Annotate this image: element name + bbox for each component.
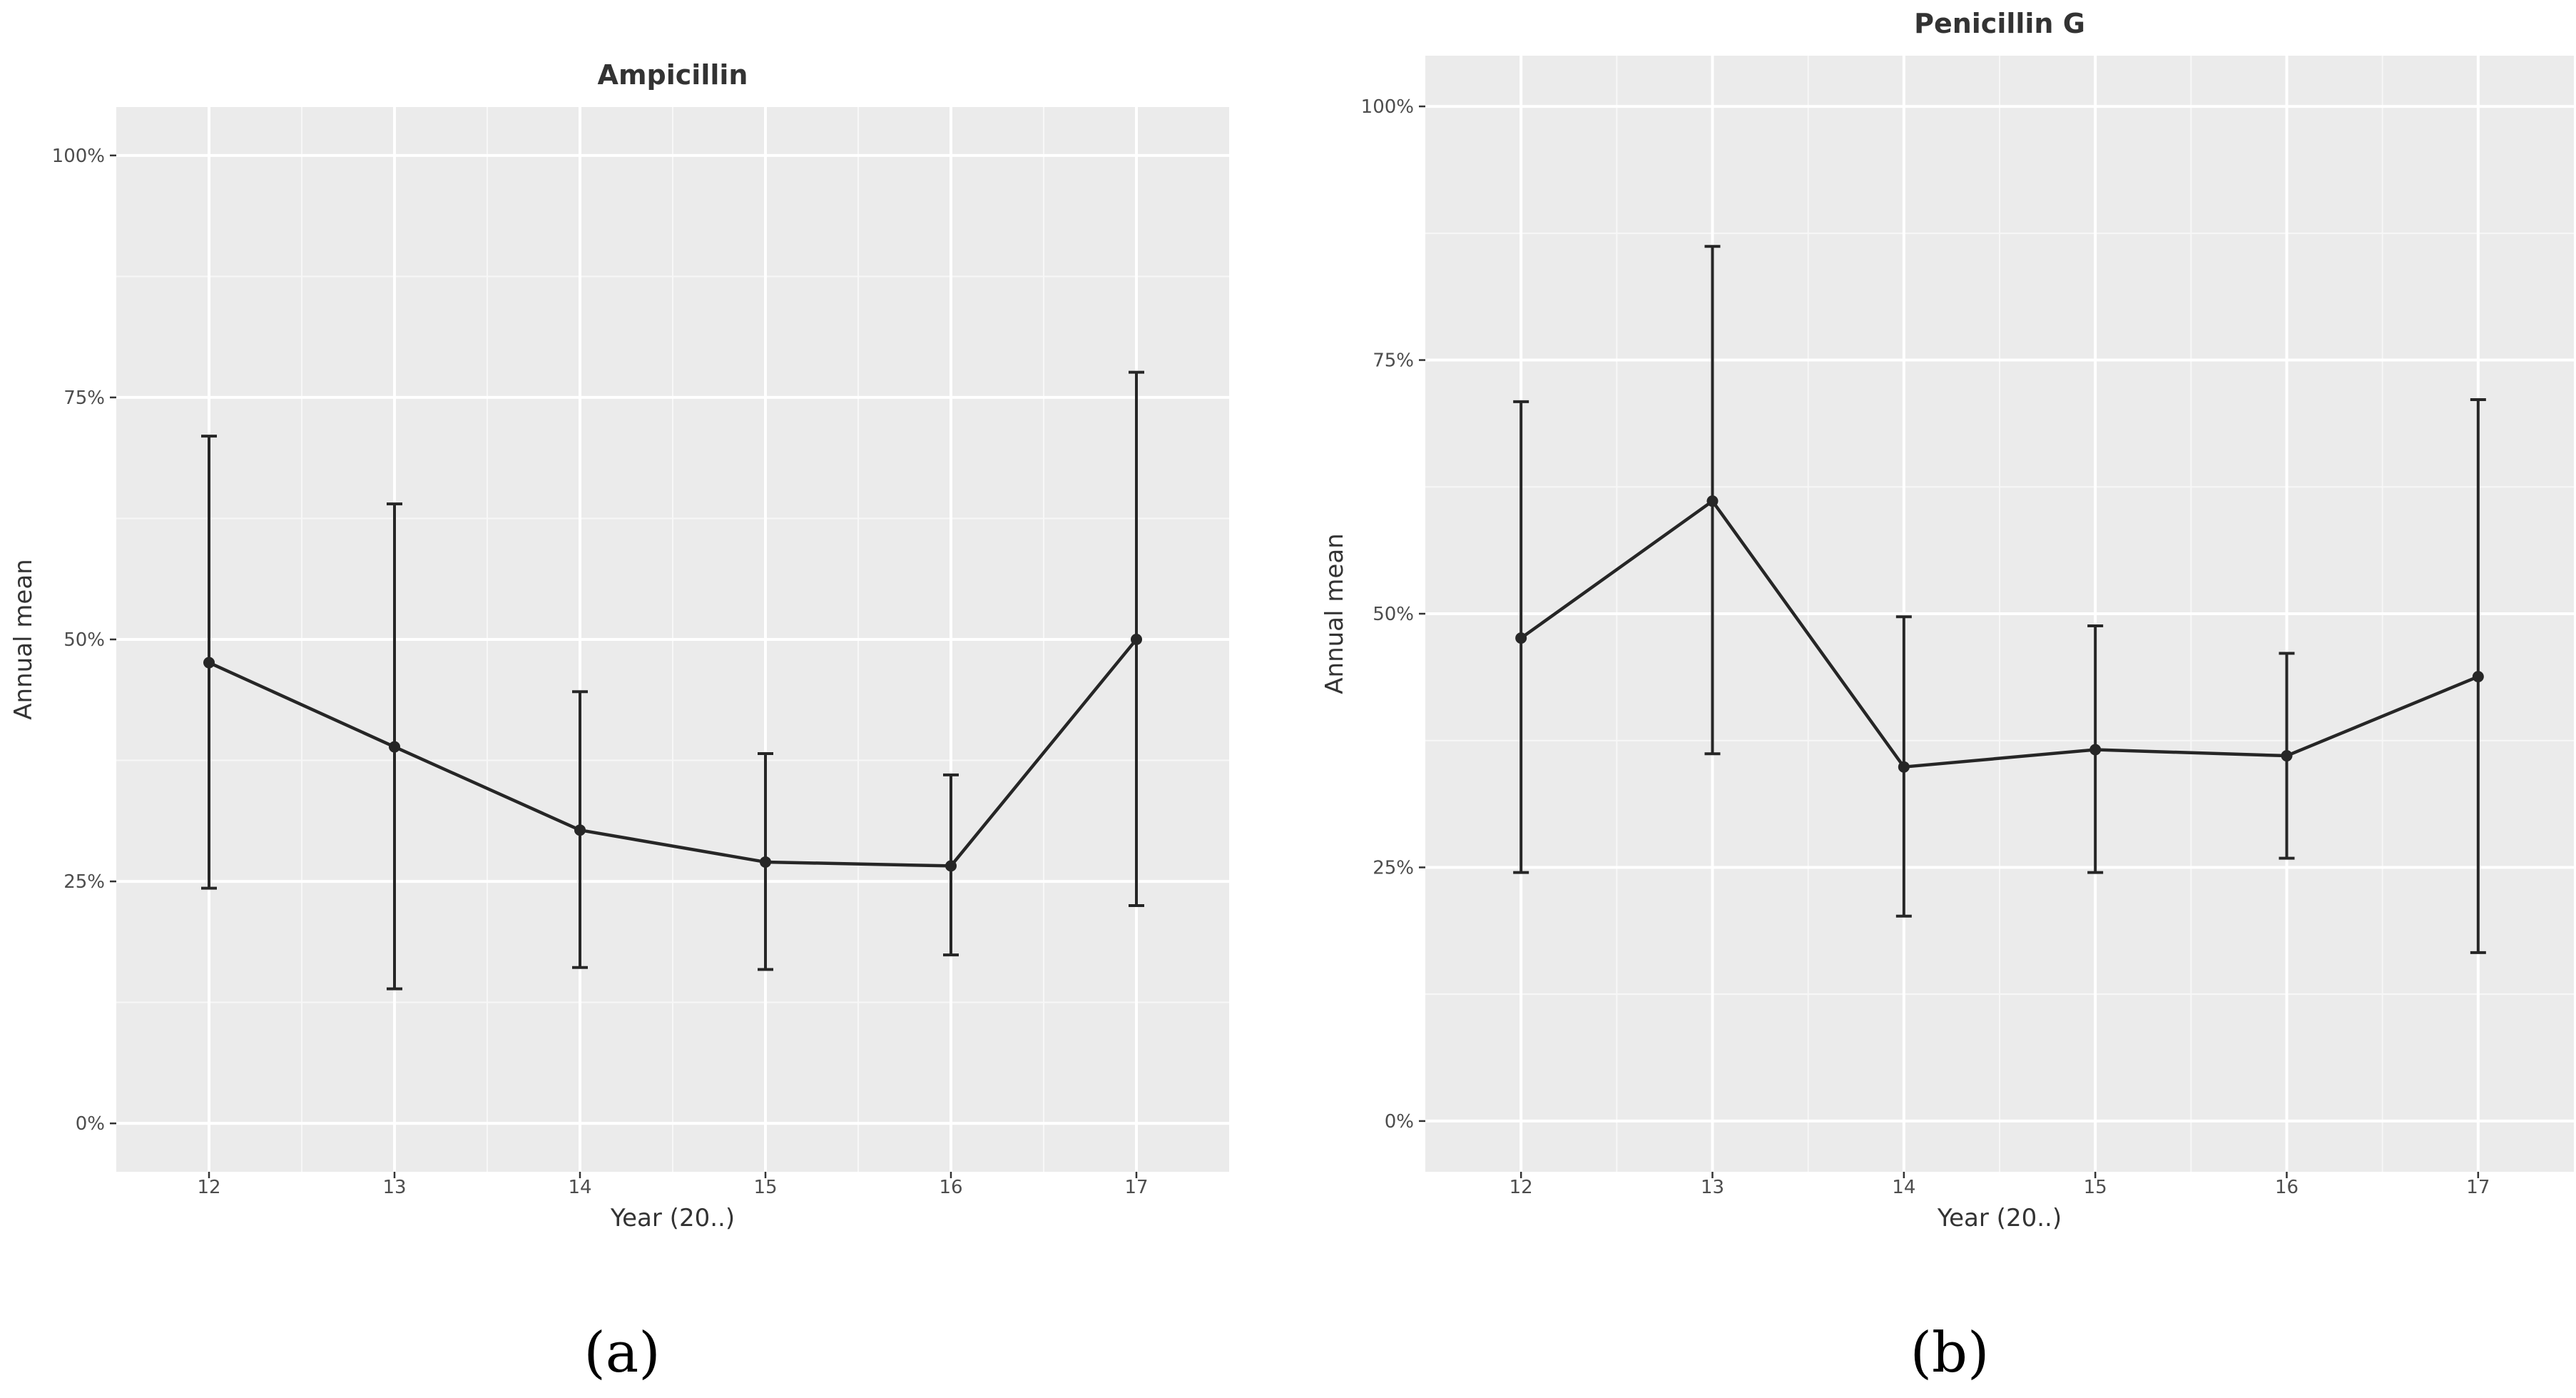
data-point bbox=[2472, 671, 2484, 683]
x-tick-label: 12 bbox=[197, 1177, 220, 1198]
x-tick-label: 14 bbox=[568, 1177, 591, 1198]
chart-title: Penicillin G bbox=[1914, 8, 2085, 39]
y-tick-label: 25% bbox=[63, 871, 105, 893]
data-point bbox=[2281, 750, 2293, 762]
y-tick-label: 0% bbox=[1385, 1111, 1414, 1133]
data-point bbox=[1515, 632, 1527, 644]
x-tick-label: 12 bbox=[1510, 1177, 1533, 1198]
y-axis-label: Annual mean bbox=[1320, 533, 1349, 694]
y-tick-label: 25% bbox=[1373, 857, 1414, 878]
y-tick-label: 100% bbox=[52, 146, 105, 167]
panel-caption: (a) bbox=[584, 1321, 660, 1385]
data-point bbox=[203, 657, 215, 669]
series-line bbox=[208, 638, 1138, 868]
chart-title: Ampicillin bbox=[598, 59, 748, 91]
data-point bbox=[574, 824, 586, 836]
y-tick-label: 0% bbox=[76, 1113, 105, 1135]
data-point bbox=[1898, 761, 1910, 773]
y-axis-label: Annual mean bbox=[9, 559, 38, 719]
x-tick-label: 13 bbox=[382, 1177, 406, 1198]
data-point bbox=[1706, 495, 1719, 507]
x-axis-label: Year (20..) bbox=[1937, 1204, 2062, 1232]
y-tick-label: 50% bbox=[63, 629, 105, 651]
x-tick-label: 14 bbox=[1892, 1177, 1915, 1198]
panel-caption: (b) bbox=[1910, 1321, 1990, 1385]
x-tick-label: 13 bbox=[1701, 1177, 1724, 1198]
x-tick-label: 15 bbox=[753, 1177, 777, 1198]
data-point bbox=[945, 860, 957, 872]
data-point bbox=[389, 741, 400, 753]
chart-ampicillin: 0% 25% 50% 75% 100% 12 13 14 15 16 17 Ampicillin Yea… bbox=[9, 59, 1229, 1385]
chart-penicillin-g: 0% 25% 50% 75% 100% 12 13 14 15 16 17 Penicillin G Y… bbox=[1320, 8, 2574, 1385]
x-axis-label: Year (20..) bbox=[610, 1204, 735, 1232]
y-tick-label: 50% bbox=[1373, 604, 1414, 625]
y-tick-label: 75% bbox=[1373, 350, 1414, 372]
x-tick-label: 15 bbox=[2084, 1177, 2107, 1198]
data-point bbox=[2089, 744, 2102, 756]
x-tick-label: 16 bbox=[939, 1177, 962, 1198]
x-tick-label: 17 bbox=[1124, 1177, 1148, 1198]
x-tick-label: 16 bbox=[2275, 1177, 2298, 1198]
data-point bbox=[1131, 634, 1142, 645]
x-tick-label: 17 bbox=[2466, 1177, 2490, 1198]
data-point bbox=[760, 856, 771, 868]
series-line bbox=[1519, 499, 2479, 769]
y-tick-label: 75% bbox=[63, 388, 105, 409]
y-tick-label: 100% bbox=[1361, 96, 1414, 118]
